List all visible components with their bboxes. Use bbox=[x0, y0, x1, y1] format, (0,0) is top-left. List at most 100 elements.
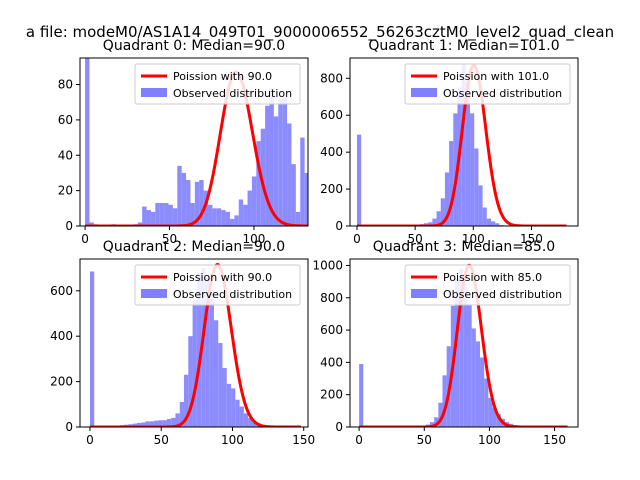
y-tick-label: 0 bbox=[65, 420, 73, 434]
histogram-bar bbox=[234, 215, 239, 226]
histogram-bar bbox=[474, 148, 479, 226]
y-tick-label: 600 bbox=[320, 108, 343, 122]
histogram-bar bbox=[168, 204, 173, 226]
histogram-bar bbox=[177, 165, 182, 226]
histogram-bar bbox=[295, 211, 301, 226]
axes-frame bbox=[349, 57, 579, 227]
histogram-bar bbox=[175, 413, 180, 427]
histogram-bar bbox=[436, 211, 441, 226]
histogram-bar bbox=[154, 420, 159, 427]
histogram-bar bbox=[251, 176, 257, 226]
x-tick-label: 0 bbox=[353, 232, 361, 246]
histogram-bar bbox=[492, 407, 497, 427]
histogram-bar bbox=[428, 222, 433, 226]
histogram-bar bbox=[309, 194, 313, 226]
panel-title: Quadrant 1: Median=101.0 bbox=[368, 38, 559, 54]
histogram-bar bbox=[304, 172, 308, 226]
histogram-bar bbox=[455, 278, 460, 427]
legend-observed-label: Observed distribution bbox=[173, 87, 292, 100]
histogram-bar bbox=[282, 96, 288, 226]
histogram-bar bbox=[137, 422, 142, 427]
histogram-bar bbox=[225, 211, 230, 226]
histogram-bar bbox=[470, 113, 475, 226]
histogram-bar bbox=[465, 82, 471, 226]
y-tick-label: 400 bbox=[320, 145, 343, 159]
legend-observed-swatch bbox=[141, 289, 167, 298]
histogram-bar bbox=[269, 88, 274, 226]
histogram-bar bbox=[150, 211, 156, 226]
x-tick-label: 50 bbox=[408, 232, 423, 246]
legend-fit-label: Poission with 101.0 bbox=[443, 70, 549, 83]
histogram-bar bbox=[496, 414, 501, 427]
histogram-bar bbox=[247, 190, 252, 226]
legend-observed-label: Observed distribution bbox=[443, 87, 562, 100]
panel-quadrant-2: 0 50 100 150 0 200 400 600 Quadrant 2: Median=90… bbox=[50, 239, 315, 447]
y-tick-label: 0 bbox=[335, 219, 343, 233]
histogram-bar bbox=[209, 290, 214, 427]
histogram-bar bbox=[359, 364, 364, 427]
histogram-bar bbox=[480, 357, 485, 427]
histogram-bar bbox=[432, 218, 437, 226]
y-tick-label: 800 bbox=[320, 291, 343, 305]
histogram-bar bbox=[488, 397, 493, 427]
y-tick-label: 600 bbox=[320, 323, 343, 337]
y-tick-label: 200 bbox=[50, 375, 73, 389]
histogram-bar bbox=[186, 180, 191, 226]
histogram-bar bbox=[459, 268, 464, 427]
y-tick-label: 200 bbox=[320, 182, 343, 196]
histogram-bar bbox=[471, 328, 476, 427]
panel-title: Quadrant 3: Median=85.0 bbox=[373, 239, 555, 255]
y-tick-label: 40 bbox=[58, 148, 73, 162]
y-tick-label: 0 bbox=[335, 420, 343, 434]
histogram-bar bbox=[243, 413, 249, 427]
histogram-bar bbox=[188, 336, 193, 427]
legend: Poission with 90.0 Observed distribution bbox=[134, 264, 301, 306]
legend-box bbox=[404, 63, 571, 105]
legend: Poission with 85.0 Observed distribution bbox=[404, 264, 571, 306]
histogram-bar bbox=[141, 422, 146, 427]
legend-observed-swatch bbox=[411, 289, 437, 298]
histogram-bar bbox=[490, 221, 496, 226]
histogram-bar bbox=[221, 210, 226, 226]
histogram-bar bbox=[273, 116, 279, 226]
histogram-bar bbox=[142, 206, 147, 226]
histogram-bar bbox=[137, 222, 143, 226]
legend-observed-swatch bbox=[141, 88, 167, 97]
histogram-bar bbox=[318, 208, 322, 226]
histogram-bar bbox=[429, 422, 435, 427]
histogram-bar bbox=[190, 203, 195, 226]
histogram-bar bbox=[145, 421, 150, 427]
legend-observed-label: Observed distribution bbox=[443, 288, 562, 301]
histogram-bar bbox=[478, 185, 483, 226]
histogram-bar bbox=[322, 214, 326, 226]
histogram-bar bbox=[287, 123, 292, 226]
histogram-bar bbox=[158, 420, 163, 427]
plot-area bbox=[84, 58, 326, 226]
panel-quadrant-1: 0 50 100 150 0 200 400 600 800 Quadrant 1: Median… bbox=[320, 38, 579, 246]
legend-box bbox=[404, 264, 571, 306]
axes-frame bbox=[79, 57, 309, 227]
histogram-bar bbox=[85, 58, 90, 226]
histogram-bar bbox=[313, 198, 317, 226]
x-tick-label: 100 bbox=[478, 433, 501, 447]
x-tick-label: 150 bbox=[543, 433, 566, 447]
histogram-bar bbox=[278, 98, 283, 226]
histogram-bar bbox=[203, 190, 209, 226]
histogram-bar bbox=[256, 141, 261, 226]
histogram-bar bbox=[461, 63, 466, 226]
histogram-bar bbox=[482, 207, 487, 226]
histogram-bar bbox=[149, 421, 155, 427]
histogram-bar bbox=[218, 343, 223, 427]
x-tick-label: 50 bbox=[162, 232, 177, 246]
histogram-bar bbox=[208, 204, 213, 226]
histogram-bar bbox=[199, 180, 204, 226]
x-tick-label: 150 bbox=[292, 433, 315, 447]
legend-box bbox=[134, 264, 301, 306]
poisson-curve bbox=[356, 63, 568, 226]
histogram-bar bbox=[222, 367, 227, 427]
histogram-bar bbox=[438, 402, 443, 427]
histogram-bar bbox=[196, 272, 202, 427]
legend: Poission with 101.0 Observed distribution bbox=[404, 63, 571, 105]
histogram-bar bbox=[252, 421, 257, 427]
